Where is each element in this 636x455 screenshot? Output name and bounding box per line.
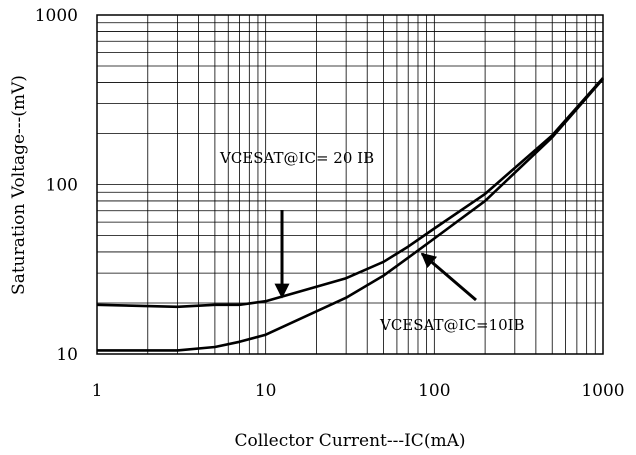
- grid: [97, 15, 603, 354]
- plot-frame: [96, 14, 604, 355]
- x-tick-label: 100: [418, 381, 450, 401]
- series-layer: [96, 77, 604, 352]
- y-tick-label: 1000: [35, 6, 78, 26]
- annotation-arrow-10ib: [420, 252, 477, 302]
- x-tick-label: 1: [92, 381, 103, 401]
- annotations: VCESAT@IC= 20 IB VCESAT@IC=10IB: [219, 149, 525, 334]
- annotation-text-20ib: VCESAT@IC= 20 IB: [219, 149, 374, 167]
- tick-labels: 1 10 100 1000 10 100 1000: [35, 6, 625, 401]
- y-tick-label: 100: [46, 176, 78, 196]
- x-axis-label: Collector Current---IC(mA): [235, 431, 466, 451]
- x-tick-label: 10: [255, 381, 277, 401]
- annotation-text-10ib: VCESAT@IC=10IB: [379, 316, 525, 334]
- series-line-2: [97, 78, 604, 352]
- series-line-1: [96, 77, 604, 309]
- y-tick-label: 10: [56, 345, 78, 365]
- y-axis-label: Saturation Voltage---(mV): [9, 75, 29, 295]
- x-tick-label: 1000: [581, 381, 624, 401]
